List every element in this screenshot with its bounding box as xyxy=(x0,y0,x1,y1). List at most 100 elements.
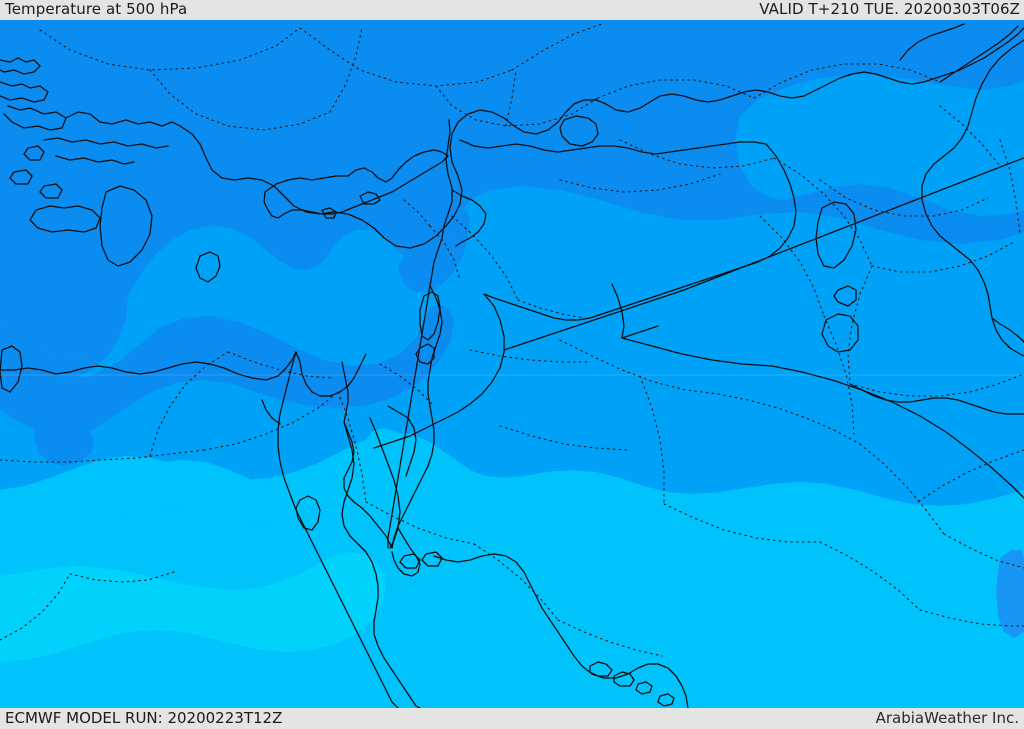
lake-tuz xyxy=(195,251,221,283)
admin-border-iraq-6 xyxy=(759,215,825,317)
coast-aegean-islands-2 xyxy=(3,105,67,131)
admin-border-syria-2 xyxy=(559,173,721,193)
coast-arabia-detail-4 xyxy=(657,693,675,707)
lake-small-sinai-2 xyxy=(421,551,443,567)
admin-border-iraq-1 xyxy=(773,157,873,267)
dead-sea-south xyxy=(415,343,435,365)
island-karpathos xyxy=(0,345,23,393)
admin-border-turkey-south1 xyxy=(149,69,331,131)
border-israel-jordan xyxy=(391,285,443,549)
border-kuwait-saudi xyxy=(621,325,659,339)
border-jordan-saudi xyxy=(373,293,505,449)
map-canvas[interactable] xyxy=(0,20,1024,708)
border-turkey-iran-ne xyxy=(939,25,1019,83)
admin-border-jordan-2 xyxy=(517,299,585,319)
admin-border-syria-1 xyxy=(619,139,775,169)
border-iran-south xyxy=(991,317,1024,343)
admin-border-egypt-8 xyxy=(365,501,475,545)
lake-small-iran-2 xyxy=(821,313,859,353)
coast-turkey-west-2 xyxy=(43,137,169,149)
temperature-pocket-cold-right xyxy=(996,550,1024,638)
island-rhodes xyxy=(99,185,153,267)
footer-bar: ECMWF MODEL RUN: 20200223T12Z ArabiaWeat… xyxy=(0,708,1024,729)
provider-credit: ArabiaWeather Inc. xyxy=(875,709,1019,727)
coast-aegean-islands-1 xyxy=(0,81,49,103)
border-saudi-east xyxy=(771,365,1024,499)
admin-border-sinai-1 xyxy=(379,363,435,407)
admin-border-egypt-7 xyxy=(69,571,175,583)
admin-border-saudi-11 xyxy=(917,449,1024,503)
admin-border-saudi-6 xyxy=(639,375,665,505)
border-syria-north xyxy=(459,139,767,155)
admin-border-turkey-east xyxy=(511,23,603,71)
island-cyprus xyxy=(263,149,449,219)
coast-suez-canal xyxy=(341,361,349,423)
coast-turkey-south xyxy=(179,27,1024,249)
temperature-map-svg xyxy=(0,20,1024,708)
coastline-group xyxy=(0,23,1024,708)
temperature-band-coldest-west-tail xyxy=(0,298,128,380)
temperature-pocket-cold-left xyxy=(34,418,94,466)
island-small-3 xyxy=(39,183,63,199)
admin-border-turkey-south3 xyxy=(597,79,755,99)
temperature-band-mild-north-finger xyxy=(88,428,402,544)
admin-border-saudi-1 xyxy=(559,339,719,395)
coast-aegean-nw xyxy=(0,57,41,75)
coast-turkey-west-1 xyxy=(65,111,181,127)
island-crete xyxy=(29,205,101,233)
island-cyprus-detail-1 xyxy=(359,191,381,205)
admin-border-levant-2 xyxy=(403,199,431,227)
admin-border-levant-1 xyxy=(429,225,461,281)
valid-time-label: VALID T+210 TUE. 20200303T06Z xyxy=(759,0,1020,18)
admin-border-iraq-5 xyxy=(849,373,1024,397)
lake-small-sinai xyxy=(399,553,421,569)
border-syria-jordan xyxy=(483,293,603,321)
coast-arabia-detail-3 xyxy=(635,681,653,695)
admin-border-egypt-10 xyxy=(557,619,663,657)
temperature-band-mildest xyxy=(0,552,386,662)
admin-border-iran-1 xyxy=(999,139,1021,235)
admin-border-saudi-2 xyxy=(717,393,861,445)
header-bar: Temperature at 500 hPa VALID T+210 TUE. … xyxy=(0,0,1024,20)
admin-border-turkey-vert1 xyxy=(329,27,363,113)
admin-border-iran-2 xyxy=(939,105,1001,167)
lake-small-iran-1 xyxy=(833,285,857,307)
admin-border-saudi-7 xyxy=(663,503,821,543)
temperature-band-coldest xyxy=(0,20,1024,358)
admin-border-egypt-3 xyxy=(337,391,367,503)
dead-sea xyxy=(419,291,441,341)
coast-levant xyxy=(387,119,453,549)
admin-border-turkey-ne xyxy=(753,63,941,99)
admin-border-iraq-3 xyxy=(819,179,989,217)
coast-sinai-gulf-suez xyxy=(343,421,393,549)
admin-border-egypt-6 xyxy=(0,573,71,641)
coast-egypt-north xyxy=(0,351,367,397)
border-iraq-kuwait xyxy=(611,283,625,339)
admin-border-turkey-south2 xyxy=(435,85,599,127)
temperature-band-coldest-levant-lobe xyxy=(398,208,470,292)
lake-nasser xyxy=(295,495,321,531)
lake-urmia xyxy=(815,201,857,269)
island-small-1 xyxy=(23,145,45,161)
lake-van xyxy=(559,115,599,147)
coast-turkey-west-3 xyxy=(55,155,135,165)
admin-border-egypt-4 xyxy=(149,351,229,457)
island-cyprus-detail-2 xyxy=(321,207,337,219)
island-small-2 xyxy=(9,169,33,185)
admin-border-iraq-2 xyxy=(871,241,1015,273)
model-run-label: ECMWF MODEL RUN: 20200223T12Z xyxy=(5,709,283,727)
border-saudi-iraq-line xyxy=(503,157,1024,351)
border-lebanon-syria xyxy=(451,189,487,247)
river-nile-branch xyxy=(261,399,281,425)
temperature-contour-fill-group xyxy=(0,20,1024,708)
gulf-coast xyxy=(849,383,1024,415)
coast-arabia-detail-1 xyxy=(589,661,613,677)
river-nile xyxy=(277,351,399,708)
border-sinai-israel xyxy=(369,417,401,549)
page-title: Temperature at 500 hPa xyxy=(5,0,188,18)
admin-border-jordan-1 xyxy=(451,215,519,301)
admin-border-turkey-central xyxy=(299,27,513,87)
border-saudi-iraq-neutral xyxy=(621,337,773,367)
coast-red-sea-west xyxy=(341,421,421,708)
